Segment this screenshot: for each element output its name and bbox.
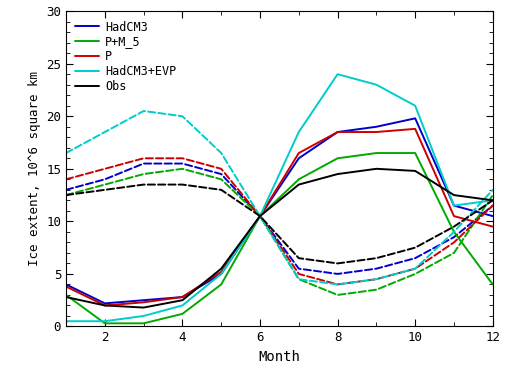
Line: Obs: Obs — [66, 169, 493, 308]
P+M_5 — [335, 156, 341, 161]
Line: HadCM3+EVP: HadCM3+EVP — [66, 74, 493, 321]
P — [257, 214, 263, 218]
P — [412, 127, 418, 131]
Obs — [335, 172, 341, 176]
HadCM3+EVP — [102, 319, 108, 324]
Obs — [179, 298, 185, 302]
HadCM3 — [412, 116, 418, 121]
Obs — [141, 305, 147, 310]
P — [373, 130, 379, 134]
Obs — [257, 214, 263, 218]
HadCM3+EVP — [218, 272, 224, 276]
HadCM3 — [102, 301, 108, 306]
P+M_5 — [102, 321, 108, 326]
P — [296, 151, 302, 155]
Obs — [102, 303, 108, 308]
P — [218, 270, 224, 274]
HadCM3+EVP — [63, 319, 69, 324]
P+M_5 — [412, 151, 418, 155]
HadCM3 — [179, 295, 185, 299]
HadCM3 — [451, 203, 457, 208]
HadCM3 — [335, 130, 341, 134]
X-axis label: Month: Month — [259, 350, 300, 364]
P+M_5 — [257, 214, 263, 218]
Line: P: P — [66, 129, 493, 305]
P+M_5 — [296, 177, 302, 181]
Line: HadCM3: HadCM3 — [66, 118, 493, 303]
Line: P+M_5: P+M_5 — [66, 153, 493, 323]
HadCM3+EVP — [412, 104, 418, 108]
HadCM3+EVP — [373, 82, 379, 87]
HadCM3 — [257, 214, 263, 218]
Legend: HadCM3, P+M_5, P, HadCM3+EVP, Obs: HadCM3, P+M_5, P, HadCM3+EVP, Obs — [72, 17, 180, 96]
HadCM3+EVP — [179, 303, 185, 308]
Obs — [451, 193, 457, 197]
P — [179, 295, 185, 299]
HadCM3 — [218, 272, 224, 276]
HadCM3 — [490, 214, 496, 218]
P — [102, 303, 108, 308]
Y-axis label: Ice extent, 10^6 square km: Ice extent, 10^6 square km — [27, 71, 41, 266]
P+M_5 — [141, 321, 147, 326]
P — [63, 284, 69, 289]
Obs — [373, 167, 379, 171]
P — [490, 224, 496, 229]
Obs — [412, 169, 418, 173]
P — [451, 214, 457, 218]
P+M_5 — [451, 230, 457, 234]
HadCM3 — [63, 282, 69, 287]
Obs — [296, 182, 302, 187]
P+M_5 — [490, 282, 496, 287]
P+M_5 — [218, 282, 224, 287]
HadCM3+EVP — [257, 214, 263, 218]
HadCM3 — [141, 298, 147, 302]
P — [141, 300, 147, 305]
HadCM3+EVP — [335, 72, 341, 76]
HadCM3+EVP — [490, 198, 496, 203]
HadCM3+EVP — [141, 314, 147, 318]
Obs — [63, 295, 69, 299]
HadCM3 — [296, 156, 302, 161]
P+M_5 — [63, 293, 69, 297]
P+M_5 — [373, 151, 379, 155]
P+M_5 — [179, 312, 185, 316]
P — [335, 130, 341, 134]
HadCM3 — [373, 125, 379, 129]
HadCM3+EVP — [296, 130, 302, 134]
Obs — [218, 266, 224, 271]
Obs — [490, 198, 496, 203]
HadCM3+EVP — [451, 203, 457, 208]
